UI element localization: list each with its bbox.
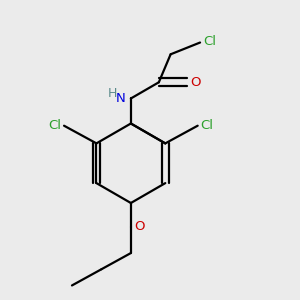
Text: N: N bbox=[116, 92, 126, 105]
Text: O: O bbox=[190, 76, 201, 89]
Text: Cl: Cl bbox=[204, 34, 217, 48]
Text: O: O bbox=[134, 220, 145, 233]
Text: H: H bbox=[108, 87, 118, 100]
Text: Cl: Cl bbox=[201, 119, 214, 132]
Text: Cl: Cl bbox=[48, 119, 61, 132]
